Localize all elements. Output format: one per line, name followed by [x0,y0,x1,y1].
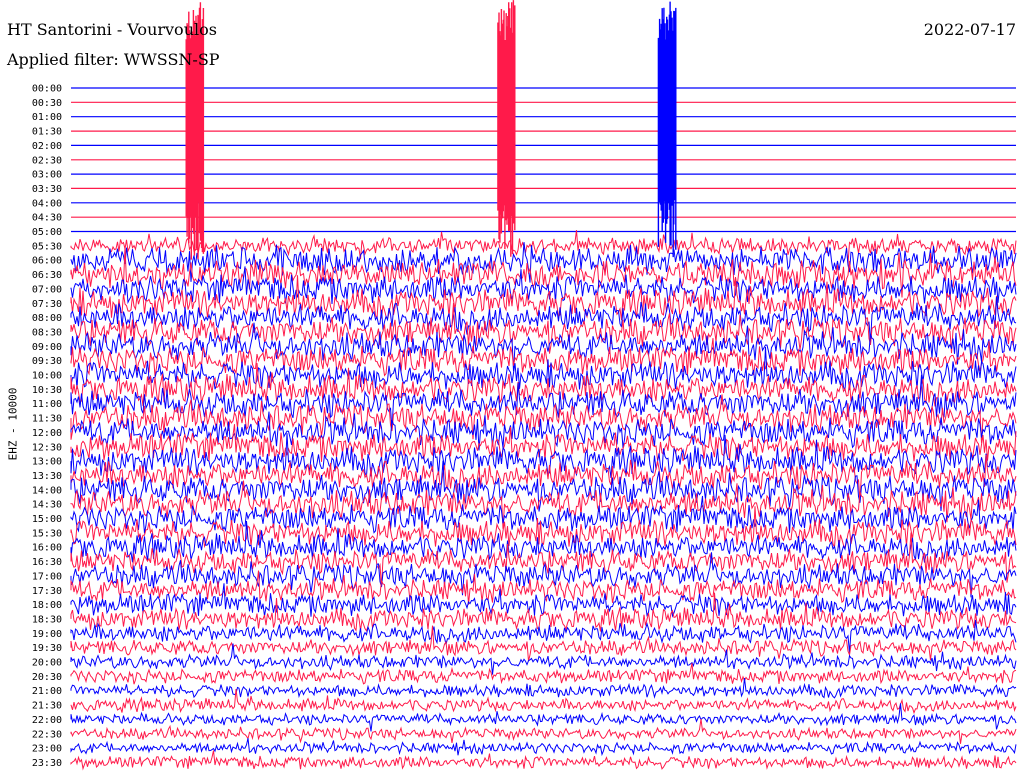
time-label: 11:30 [32,414,62,425]
time-label: 03:00 [32,170,62,181]
time-label: 19:00 [32,629,62,640]
trace-line [70,363,1017,407]
time-label: 06:00 [32,256,62,267]
trace-line [70,411,1017,451]
time-label: 13:30 [32,471,62,482]
time-label: 03:30 [32,184,62,195]
seismic-event [657,1,677,258]
time-label: 14:00 [32,485,62,496]
time-label: 19:30 [32,643,62,654]
time-label: 06:30 [32,270,62,281]
time-label: 07:30 [32,299,62,310]
trace-line [70,688,1017,715]
trace-line [70,495,1017,534]
time-label: 23:30 [32,758,62,769]
trace-line [70,242,1017,283]
trace-line [70,570,1017,605]
time-label: 08:30 [32,327,62,338]
time-label: 01:30 [32,127,62,138]
time-label: 13:00 [32,457,62,468]
time-label: 11:00 [32,399,62,410]
time-label: 21:00 [32,686,62,697]
time-label: 21:30 [32,701,62,712]
time-label: 05:30 [32,241,62,252]
trace-line [70,454,1017,502]
trace-layer [70,0,1017,771]
time-label: 08:00 [32,313,62,324]
trace-line [70,520,1017,563]
time-label: 12:30 [32,442,62,453]
trace-line [70,678,1017,699]
time-label-layer: 00:00 00:30 01:00 01:30 02:00 02:30 03:00 03:30… [32,84,62,769]
time-label: 15:30 [32,528,62,539]
trace-line [70,552,1017,598]
time-label: 16:30 [32,557,62,568]
time-label: 18:30 [32,614,62,625]
trace-line [70,460,1017,512]
trace-line [70,738,1017,757]
seismic-event [497,0,516,257]
time-label: 14:30 [32,500,62,511]
time-label: 09:00 [32,342,62,353]
trace-line [70,346,1017,393]
trace-line [70,338,1017,377]
date-label: 2022-07-17 [923,20,1016,39]
time-label: 16:00 [32,543,62,554]
trace-line [70,480,1017,529]
time-label: 09:30 [32,356,62,367]
seismic-event [185,2,205,260]
trace-line [70,322,1017,372]
time-label: 01:00 [32,112,62,123]
trace-line [70,230,1017,264]
time-label: 00:00 [32,84,62,95]
trace-line [70,583,1017,618]
station-title: HT Santorini - Vourvoulos [7,20,217,39]
time-label: 04:00 [32,198,62,209]
trace-line [70,433,1017,479]
trace-line [70,506,1017,550]
time-label: 10:30 [32,385,62,396]
trace-line [70,532,1017,588]
time-label: 20:30 [32,672,62,683]
trace-line [70,374,1017,430]
time-label: 12:00 [32,428,62,439]
time-label: 23:00 [32,744,62,755]
trace-line [70,663,1017,685]
trace-line [70,592,1017,632]
time-label: 02:00 [32,141,62,152]
trace-line [70,247,1017,298]
trace-line [70,394,1017,443]
trace-line [70,424,1017,462]
trace-line [70,703,1017,732]
time-label: 22:30 [32,729,62,740]
trace-line [70,275,1017,321]
time-label: 02:30 [32,155,62,166]
time-label: 20:00 [32,658,62,669]
time-label: 00:30 [32,98,62,109]
time-label: 17:30 [32,586,62,597]
channel-label: EHZ - 10000 [6,387,20,461]
time-label: 07:00 [32,284,62,295]
time-label: 05:00 [32,227,62,238]
time-label: 22:00 [32,715,62,726]
trace-line [70,750,1017,771]
trace-line [70,643,1017,675]
filter-label: Applied filter: WWSSN-SP [7,50,220,69]
time-label: 17:00 [32,571,62,582]
trace-line [70,297,1017,344]
trace-line [70,619,1017,653]
time-label: 10:00 [32,371,62,382]
time-label: 04:30 [32,213,62,224]
trace-line [70,266,1017,305]
trace-line [70,718,1017,744]
time-label: 15:00 [32,514,62,525]
time-label: 18:00 [32,600,62,611]
trace-line [70,625,1017,662]
